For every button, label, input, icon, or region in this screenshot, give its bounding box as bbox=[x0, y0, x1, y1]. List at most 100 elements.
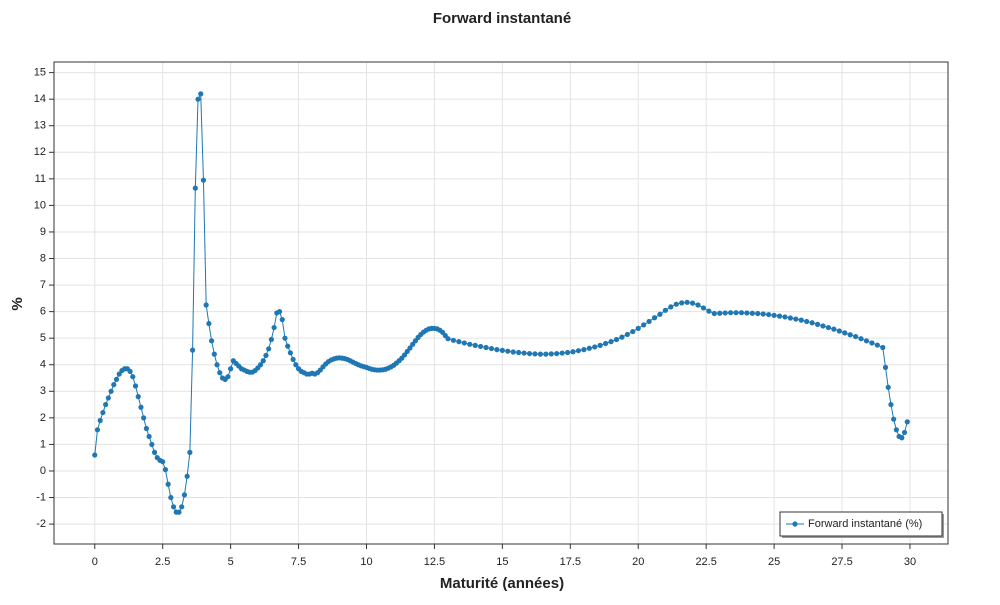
data-point bbox=[143, 425, 149, 432]
data-point bbox=[820, 323, 826, 329]
data-point bbox=[689, 300, 696, 306]
data-point bbox=[882, 364, 889, 370]
data-point bbox=[722, 310, 728, 316]
data-point bbox=[407, 345, 413, 351]
y-tick-label: -2 bbox=[36, 518, 46, 530]
data-point bbox=[904, 419, 910, 425]
legend-label: Forward instantané (%) bbox=[808, 518, 922, 530]
data-point bbox=[179, 504, 185, 510]
data-point bbox=[728, 310, 734, 316]
data-point bbox=[290, 356, 296, 363]
data-point bbox=[189, 347, 196, 353]
legend-box bbox=[779, 511, 943, 537]
data-point bbox=[603, 340, 609, 347]
x-tick-label: 27.5 bbox=[831, 556, 852, 568]
data-point bbox=[641, 322, 647, 328]
data-point bbox=[679, 300, 685, 306]
data-point bbox=[211, 351, 217, 357]
data-point bbox=[651, 315, 658, 321]
data-point bbox=[138, 404, 144, 410]
y-tick-label: 4 bbox=[40, 359, 46, 371]
y-tick-label: 2 bbox=[40, 412, 46, 424]
data-point bbox=[130, 374, 136, 380]
data-point bbox=[214, 362, 220, 368]
data-point bbox=[268, 336, 274, 343]
data-point bbox=[499, 347, 505, 354]
data-point bbox=[195, 96, 201, 102]
data-point bbox=[483, 344, 489, 351]
data-point bbox=[92, 452, 98, 458]
data-point bbox=[488, 345, 495, 352]
data-point bbox=[510, 349, 516, 355]
data-point bbox=[744, 310, 750, 316]
data-point bbox=[151, 449, 158, 455]
data-point bbox=[160, 459, 166, 465]
data-point bbox=[717, 310, 723, 316]
data-point bbox=[181, 492, 188, 498]
data-point bbox=[184, 473, 190, 479]
y-tick-label: 14 bbox=[34, 93, 46, 105]
data-point bbox=[113, 376, 120, 382]
data-point bbox=[176, 509, 182, 515]
x-tick-label: 10 bbox=[360, 556, 372, 568]
data-point bbox=[630, 328, 636, 335]
data-point bbox=[755, 310, 761, 317]
x-tick-label: 2.5 bbox=[155, 556, 170, 568]
data-point bbox=[624, 331, 630, 338]
data-point bbox=[749, 310, 755, 316]
data-point bbox=[554, 350, 560, 357]
data-point bbox=[521, 350, 527, 356]
data-point bbox=[472, 342, 478, 348]
x-tick-label: 20 bbox=[632, 556, 644, 568]
data-point bbox=[108, 388, 114, 394]
x-tick-label: 17.5 bbox=[560, 556, 581, 568]
data-point bbox=[646, 318, 652, 325]
data-point bbox=[282, 335, 288, 341]
y-tick-label: 13 bbox=[34, 120, 46, 132]
data-point bbox=[847, 332, 853, 338]
y-tick-label: 0 bbox=[40, 465, 46, 477]
data-point bbox=[608, 339, 614, 345]
data-point bbox=[103, 401, 109, 408]
data-point bbox=[285, 343, 291, 349]
data-point bbox=[149, 441, 155, 448]
data-point bbox=[888, 401, 894, 408]
data-point bbox=[782, 314, 788, 320]
data-point bbox=[263, 352, 269, 359]
data-point bbox=[271, 324, 277, 331]
y-tick-label: 10 bbox=[34, 199, 46, 211]
data-point bbox=[537, 351, 544, 357]
x-tick-label: 30 bbox=[904, 556, 916, 568]
y-tick-label: 15 bbox=[34, 67, 46, 79]
y-tick-label: -1 bbox=[36, 491, 46, 503]
data-point bbox=[613, 336, 620, 343]
data-point bbox=[141, 415, 147, 421]
data-point bbox=[532, 351, 538, 357]
data-point bbox=[700, 305, 707, 311]
data-point bbox=[798, 317, 804, 323]
data-point bbox=[105, 395, 111, 401]
data-point bbox=[168, 494, 174, 501]
y-tick-label: 1 bbox=[40, 438, 46, 450]
data-point bbox=[899, 435, 905, 441]
data-point bbox=[209, 338, 215, 344]
data-point bbox=[293, 362, 299, 368]
data-point bbox=[127, 368, 133, 374]
x-tick-label: 25 bbox=[768, 556, 780, 568]
data-point bbox=[760, 311, 766, 317]
data-point bbox=[831, 326, 837, 332]
data-point bbox=[597, 342, 603, 348]
data-point bbox=[94, 427, 101, 433]
data-point bbox=[564, 349, 571, 356]
y-tick-label: 3 bbox=[40, 385, 46, 397]
legend-marker bbox=[792, 521, 798, 527]
data-point bbox=[100, 409, 106, 416]
data-point bbox=[505, 348, 511, 354]
legend: Forward instantané (%) bbox=[779, 511, 944, 538]
data-point bbox=[766, 311, 772, 318]
data-point bbox=[456, 339, 462, 345]
data-point bbox=[206, 320, 212, 327]
data-point bbox=[467, 341, 473, 347]
data-point bbox=[858, 336, 864, 342]
